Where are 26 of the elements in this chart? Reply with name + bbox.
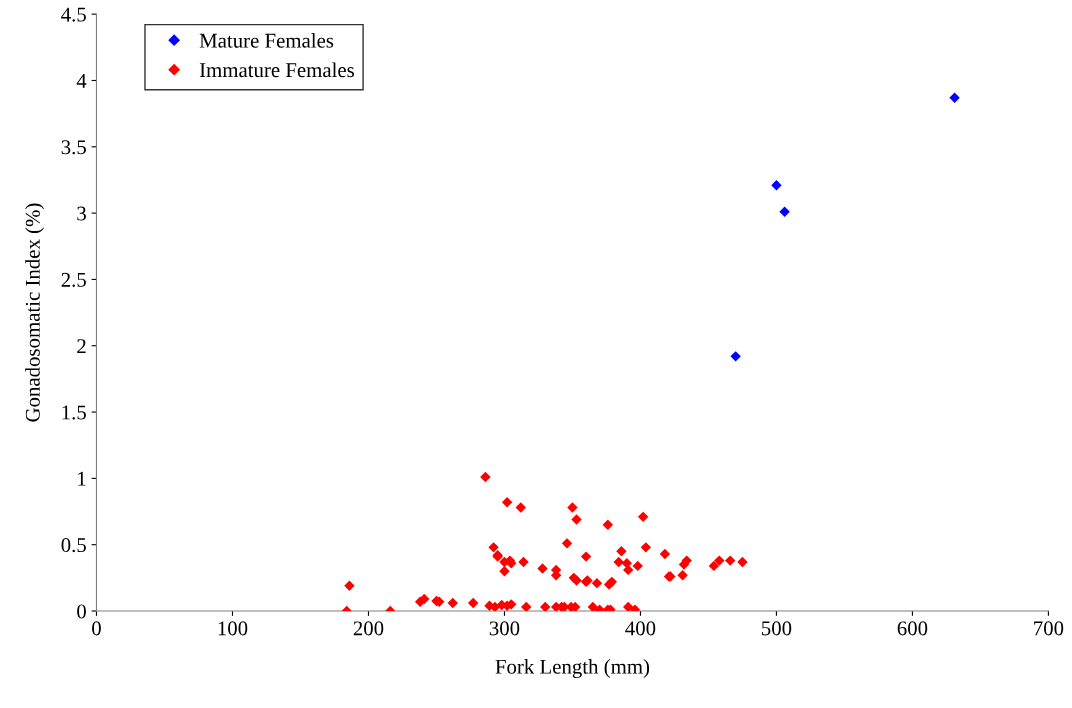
y-tick-label: 1.5: [62, 405, 86, 420]
y-tick-label: 2: [77, 339, 86, 353]
point: [949, 92, 960, 103]
x-tick-label: 300: [489, 621, 520, 636]
x-axis-title: Fork Length (mm): [495, 659, 650, 679]
x-tick-label: 100: [218, 621, 248, 636]
legend-label: Immature Females: [199, 62, 355, 78]
x-tick-label: 200: [353, 621, 384, 636]
y-tick-label: 3.5: [61, 140, 86, 155]
y-tick-label: 0: [77, 604, 86, 619]
x-tick-label: 700: [1034, 621, 1064, 636]
point: [779, 206, 790, 217]
y-tick-label: 4.5: [61, 7, 86, 22]
legend-label: Mature Females: [199, 33, 334, 48]
y-tick-label: 1: [78, 471, 86, 486]
x-tick-label: 500: [762, 621, 792, 636]
x-tick-label: 400: [625, 621, 656, 636]
y-axis-title: Gonadosomatic Index (%): [25, 203, 45, 422]
x-tick-label: 0: [92, 621, 101, 636]
y-tick-label: 0.5: [61, 538, 86, 553]
point: [771, 180, 782, 191]
y-tick-label: 4: [76, 73, 87, 88]
y-tick-label: 3: [77, 206, 86, 221]
x-tick-label: 600: [897, 621, 928, 636]
y-tick-label: 2.5: [61, 272, 86, 287]
point: [730, 351, 741, 362]
